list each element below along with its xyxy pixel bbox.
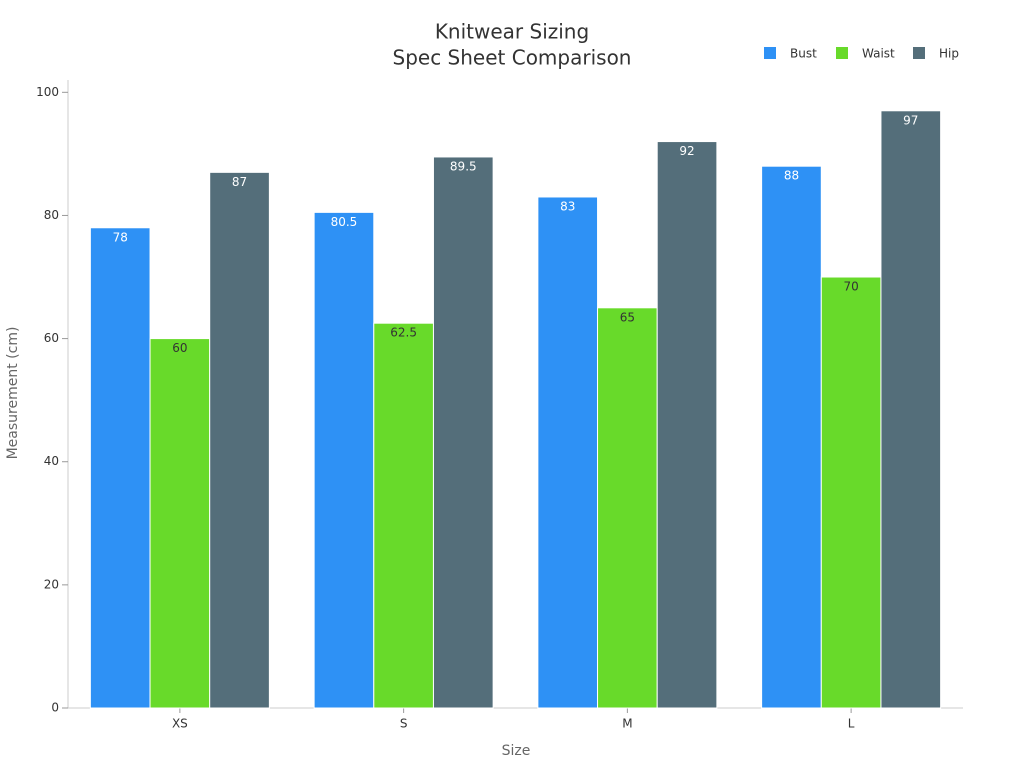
legend-label: Bust — [790, 47, 817, 61]
y-tick-label: 20 — [44, 577, 59, 591]
y-tick-label: 60 — [44, 331, 59, 345]
y-tick-label: 40 — [44, 454, 59, 468]
legend-label: Hip — [939, 47, 959, 61]
value-label: 89.5 — [450, 159, 477, 173]
value-label: 70 — [843, 280, 858, 294]
x-tick-label: XS — [172, 717, 188, 731]
value-label: 60 — [172, 341, 187, 355]
value-label: 65 — [620, 310, 635, 324]
chart-title: Spec Sheet Comparison — [393, 46, 632, 70]
value-label: 97 — [903, 113, 918, 127]
legend-label: Waist — [862, 47, 895, 61]
bar — [432, 156, 494, 709]
legend-swatch — [836, 47, 848, 59]
bar — [209, 171, 270, 709]
value-label: 62.5 — [390, 326, 417, 340]
y-tick-label: 100 — [36, 85, 59, 99]
value-label: 88 — [784, 169, 799, 183]
y-axis-label: Measurement (cm) — [5, 327, 21, 460]
value-label: 80.5 — [331, 215, 358, 229]
bar — [149, 338, 211, 709]
bar — [880, 110, 942, 709]
value-label: 92 — [679, 144, 694, 158]
value-label: 87 — [232, 175, 247, 189]
y-tick-label: 80 — [44, 208, 59, 222]
bar — [656, 141, 718, 709]
legend-swatch — [764, 47, 776, 59]
bar — [537, 196, 599, 709]
chart-title: Knitwear Sizing — [435, 20, 589, 44]
bar — [373, 322, 434, 709]
x-tick-label: L — [848, 717, 855, 731]
x-tick-label: S — [400, 717, 408, 731]
legend-swatch — [913, 47, 925, 59]
x-axis-label: Size — [502, 743, 531, 759]
bar — [820, 276, 882, 709]
value-label: 78 — [113, 230, 128, 244]
bar — [313, 211, 375, 709]
bar — [761, 165, 822, 709]
x-tick-label: M — [622, 717, 632, 731]
bar — [597, 307, 658, 709]
bar — [89, 227, 151, 709]
y-tick-label: 0 — [51, 701, 59, 715]
value-label: 83 — [560, 199, 575, 213]
